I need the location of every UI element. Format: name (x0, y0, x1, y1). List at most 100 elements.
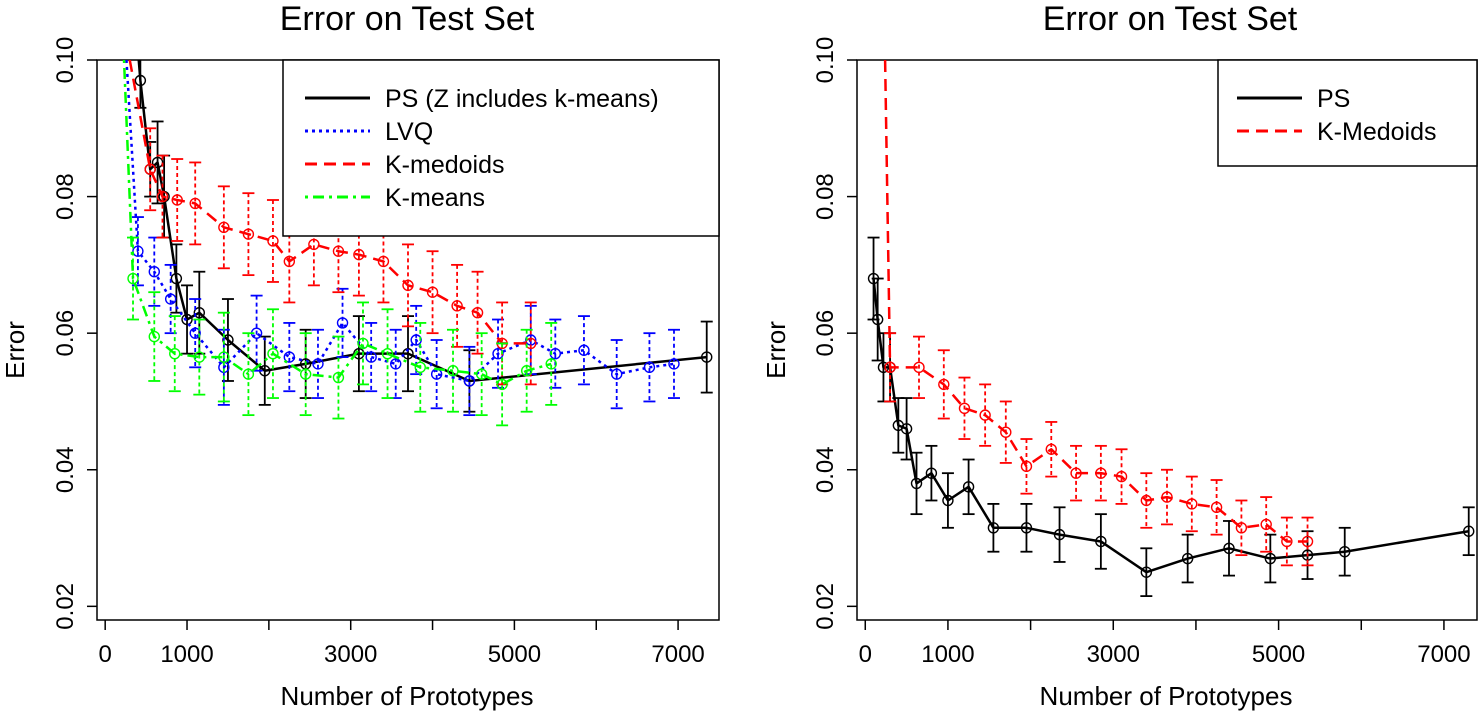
data-point (871, 313, 884, 326)
data-point (1053, 528, 1066, 541)
data-point (701, 351, 713, 363)
data-point (390, 358, 402, 370)
data-point (1301, 535, 1314, 548)
legend-box (1217, 59, 1478, 167)
x-tick-label: 7000 (651, 641, 704, 668)
data-point (144, 163, 156, 175)
data-point (193, 306, 206, 319)
y-tick-label: 0.04 (812, 446, 839, 493)
data-point (218, 351, 230, 363)
data-point (877, 361, 890, 374)
legend-label: K-Medoids (1317, 118, 1437, 146)
data-point (475, 368, 488, 380)
chart-title: Error on Test Set (280, 0, 535, 38)
y-tick-label: 0.06 (52, 310, 79, 357)
data-point (156, 190, 169, 203)
x-axis-label: Number of Prototypes (1040, 681, 1293, 711)
data-point (169, 347, 181, 360)
data-point (1140, 566, 1153, 578)
data-point (336, 317, 349, 329)
data-point (193, 351, 206, 363)
data-point (414, 361, 426, 374)
data-point (170, 272, 183, 285)
series-ps (867, 236, 1475, 597)
data-point (910, 477, 923, 490)
data-point (134, 74, 147, 87)
plot-area (867, 60, 1475, 597)
legend-label: LVQ (385, 118, 433, 146)
series-line (872, 278, 1469, 574)
data-point (987, 522, 1000, 534)
data-point (410, 334, 422, 346)
data-point (578, 344, 590, 356)
data-point (520, 365, 533, 377)
data-point (463, 375, 476, 387)
legend: PS (Z includes k-means) LVQ K-medoids K-mea… (282, 59, 720, 237)
legend-box (282, 59, 720, 237)
data-point (1140, 494, 1153, 507)
series-lvq (125, 60, 680, 417)
data-point (299, 368, 312, 380)
data-point (979, 409, 991, 421)
data-point (1020, 460, 1033, 473)
y-tick-label: 0.10 (52, 37, 79, 84)
right-chart-panel: Error on Test Set Error Number of Protot… (761, 0, 1478, 711)
data-point (451, 300, 463, 312)
data-point (545, 358, 557, 370)
data-point (1095, 535, 1107, 548)
x-tick-label: 3000 (324, 641, 377, 668)
x-tick-label: 0 (859, 641, 872, 668)
x-tick-label: 1000 (921, 641, 974, 668)
legend-label: PS (Z includes k-means) (385, 85, 659, 113)
series-k-means (122, 60, 558, 427)
data-point (496, 378, 508, 391)
chart-title: Error on Test Set (1043, 0, 1298, 38)
data-point (353, 347, 365, 360)
y-axis-label: Error (0, 321, 30, 379)
data-point (1181, 552, 1194, 565)
data-point (381, 347, 394, 360)
x-tick-label: 3000 (1087, 641, 1140, 668)
data-point (1095, 467, 1107, 479)
series-line (137, 60, 707, 383)
data-point (938, 378, 950, 391)
data-point (189, 327, 201, 339)
series-line (128, 60, 531, 345)
data-point (332, 371, 345, 384)
data-point (164, 293, 177, 305)
data-point (1223, 542, 1235, 554)
data-point (668, 358, 680, 370)
y-tick-label: 0.10 (812, 37, 839, 84)
data-point (377, 255, 390, 268)
data-point (267, 235, 279, 247)
data-point (151, 156, 164, 169)
data-point (1045, 443, 1057, 455)
data-point (148, 330, 160, 343)
x-tick-label: 5000 (488, 641, 541, 668)
data-point (1235, 522, 1248, 534)
legend-label: K-means (385, 184, 485, 212)
data-point (492, 347, 504, 360)
data-point (189, 197, 201, 210)
data-point (1161, 491, 1173, 503)
data-point (1070, 467, 1082, 479)
data-point (267, 347, 279, 360)
data-point (1281, 535, 1293, 548)
data-point (962, 481, 975, 493)
series-k-medoids (883, 60, 1314, 567)
x-tick-label: 1000 (160, 641, 213, 668)
data-point (332, 245, 345, 257)
data-point (471, 306, 484, 319)
data-point (643, 361, 656, 374)
x-tick-label: 7000 (1417, 641, 1470, 668)
data-point (365, 351, 377, 363)
data-point (958, 402, 971, 414)
plot-area (122, 60, 713, 427)
x-tick-label: 0 (99, 641, 112, 668)
data-point (884, 361, 896, 374)
data-point (549, 347, 562, 360)
data-point (181, 313, 193, 326)
data-point (610, 368, 623, 380)
x-tick-label: 5000 (1252, 641, 1305, 668)
